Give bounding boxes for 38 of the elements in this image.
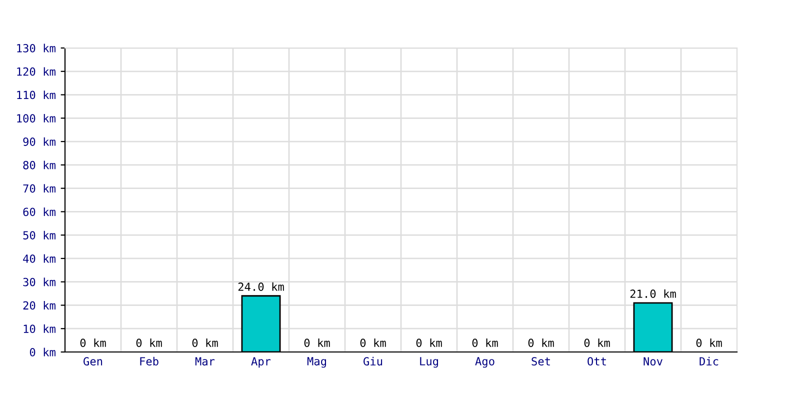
data-label: 0 km	[696, 338, 722, 348]
data-label: 0 km	[304, 338, 330, 348]
data-label: 0 km	[136, 338, 162, 348]
x-tick-label: Apr	[251, 357, 271, 368]
y-tick-label: 80 km	[23, 160, 56, 170]
x-tick-label: Gen	[84, 357, 102, 366]
y-tick-label: 40 km	[23, 254, 56, 263]
data-label: 0 km	[192, 338, 218, 348]
x-tick-label: Lug	[420, 357, 438, 368]
y-tick-label: 70 km	[23, 184, 56, 193]
y-tick-label: 10 km	[24, 324, 56, 334]
y-tick-label: 110 km	[17, 90, 56, 100]
data-label: 0 km	[360, 338, 386, 348]
x-tick-label: Ago	[475, 357, 494, 368]
x-tick-label: Feb	[140, 356, 158, 366]
y-tick-label: 20 km	[23, 301, 56, 310]
x-tick-label: Ott	[588, 357, 606, 366]
data-label: 0 km	[416, 338, 442, 348]
data-label: 0 km	[472, 338, 498, 348]
y-tick-label: 0 km	[30, 348, 56, 356]
y-tick-label: 60 km	[23, 208, 56, 216]
y-tick-label: 130 km	[17, 44, 56, 52]
data-label: 24.0 km	[238, 282, 284, 291]
x-tick-label: Nov	[644, 357, 662, 366]
x-tick-label: Dic	[700, 356, 718, 366]
x-tick-label: Mar	[195, 357, 215, 366]
data-label: 0 km	[80, 338, 106, 348]
x-tick-label: Set	[532, 357, 550, 366]
x-tick-label: Giu	[364, 356, 382, 366]
y-tick-label: 120 km	[17, 67, 56, 76]
y-tick-label: 50 km	[23, 230, 56, 240]
data-label: 21.0 km	[630, 289, 676, 298]
data-label: 0 km	[584, 338, 610, 348]
y-tick-label: 30 km	[23, 278, 56, 286]
data-label: 0 km	[528, 338, 554, 348]
x-tick-label: Mag	[307, 357, 326, 368]
y-tick-label: 90 km	[23, 137, 56, 146]
y-tick-label: 100 km	[17, 114, 56, 123]
